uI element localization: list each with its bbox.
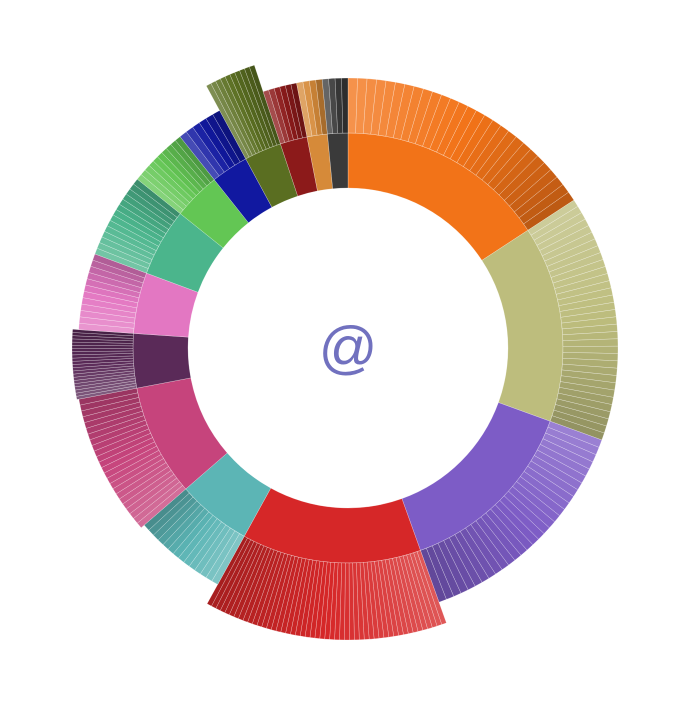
sunburst-outer-slice[interactable]	[563, 346, 618, 353]
center-label: @	[319, 316, 378, 381]
sunburst-chart: @	[0, 0, 697, 706]
